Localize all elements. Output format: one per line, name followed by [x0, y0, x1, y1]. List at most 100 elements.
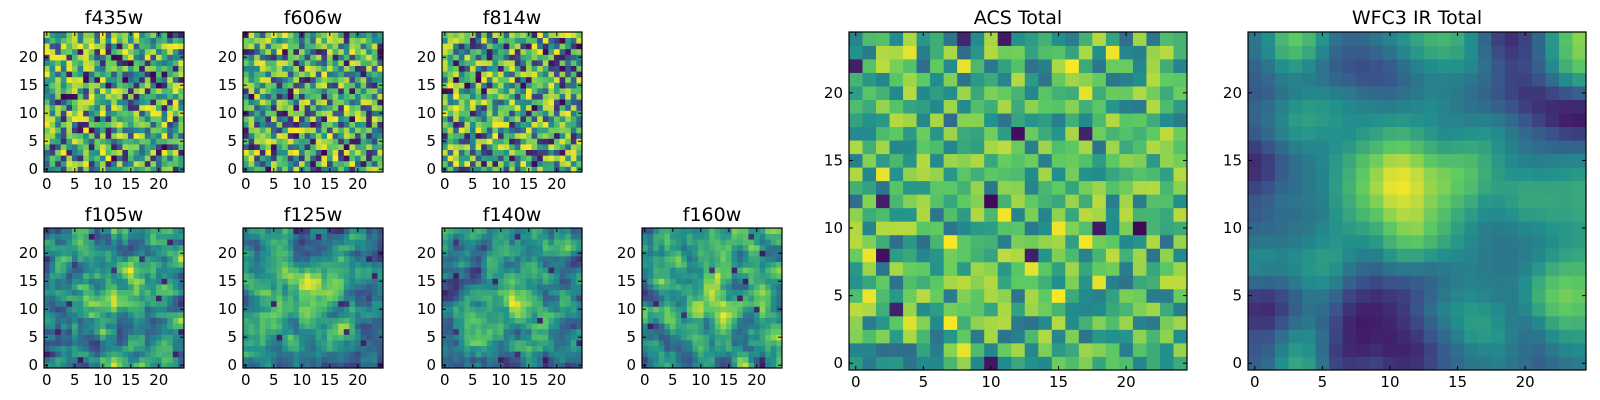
heatmap-cell	[509, 317, 516, 324]
heatmap-cell	[282, 88, 289, 94]
heatmap-cell	[526, 317, 532, 324]
heatmap-cell	[498, 356, 504, 363]
heatmap-cell	[122, 295, 129, 302]
heatmap-cell	[287, 250, 294, 257]
heatmap-cell	[83, 110, 90, 117]
heatmap-cell	[658, 300, 665, 307]
heatmap-cell	[486, 334, 493, 341]
heatmap-cell	[737, 334, 744, 341]
heatmap-cell	[315, 71, 322, 78]
heatmap-cell	[531, 233, 538, 240]
heatmap-cell	[360, 149, 367, 156]
heatmap-cell	[128, 356, 134, 363]
heatmap-cell	[709, 250, 716, 257]
heatmap-cell	[366, 54, 373, 61]
heatmap-cell	[486, 233, 493, 240]
heatmap-cell	[88, 256, 95, 262]
heatmap-cell	[360, 256, 367, 262]
heatmap-cell	[675, 351, 682, 358]
heatmap-cell	[1173, 194, 1188, 209]
heatmap-cell	[259, 228, 266, 234]
heatmap-cell	[343, 48, 350, 55]
heatmap-cell	[377, 160, 384, 167]
heatmap-cell	[355, 82, 361, 89]
heatmap-cell	[105, 104, 112, 111]
heatmap-cell	[1038, 261, 1053, 276]
heatmap-cell	[77, 88, 84, 94]
heatmap-cell	[360, 328, 367, 335]
heatmap-cell	[576, 76, 583, 83]
heatmap-cell	[509, 127, 516, 134]
heatmap-cell	[1159, 248, 1174, 263]
heatmap-cell	[742, 323, 749, 330]
heatmap-cell	[1105, 194, 1120, 209]
heatmap-cell	[72, 99, 78, 106]
heatmap-cell	[686, 295, 693, 302]
heatmap-cell	[77, 138, 84, 145]
heatmap-cell	[453, 334, 460, 341]
heatmap-cell	[88, 239, 95, 246]
heatmap-cell	[748, 233, 755, 240]
heatmap-cell	[321, 250, 328, 257]
heatmap-cell	[111, 160, 118, 167]
heatmap-cell	[332, 345, 339, 352]
heatmap-cell	[1132, 248, 1147, 263]
heatmap-cell	[726, 340, 732, 346]
heatmap-cell	[144, 43, 151, 50]
heatmap-cell	[458, 256, 465, 262]
heatmap-cell	[658, 340, 665, 346]
heatmap-cell	[88, 93, 95, 100]
heatmap-cell	[66, 88, 73, 94]
heatmap-cell	[642, 312, 648, 318]
heatmap-cell	[349, 323, 356, 330]
heatmap-cell	[726, 351, 732, 358]
heatmap-cell	[475, 48, 482, 55]
x-tick-label: 0	[241, 371, 251, 389]
heatmap-cell	[442, 132, 448, 139]
heatmap-cell	[698, 278, 704, 285]
heatmap-cell	[243, 127, 249, 134]
heatmap-cell	[542, 284, 549, 290]
heatmap-cell	[754, 272, 760, 279]
heatmap-cell	[276, 289, 283, 296]
heatmap-cell	[889, 302, 904, 317]
heatmap-cell	[520, 295, 527, 302]
heatmap-cell	[698, 267, 704, 274]
heatmap-cell	[554, 328, 560, 335]
heatmap-cell	[548, 54, 555, 61]
heatmap-cell	[759, 323, 766, 330]
heatmap-cell	[554, 351, 560, 358]
heatmap-cell	[481, 312, 488, 318]
heatmap-cell	[531, 60, 538, 66]
heatmap-cell	[514, 138, 521, 145]
heatmap-cell	[139, 233, 146, 240]
heatmap-cell	[737, 256, 744, 262]
heatmap-cell	[675, 328, 682, 335]
heatmap-cell	[464, 323, 471, 330]
heatmap-cell	[178, 272, 185, 279]
heatmap-cell	[447, 116, 454, 122]
heatmap-cell	[265, 334, 272, 341]
heatmap-cell	[327, 37, 333, 44]
heatmap-cell	[453, 104, 460, 111]
heatmap-cell	[265, 116, 272, 122]
heatmap-cell	[83, 312, 90, 318]
heatmap-cell	[377, 76, 384, 83]
heatmap-cell	[509, 233, 516, 240]
heatmap-cell	[377, 228, 384, 234]
heatmap-cell	[492, 278, 499, 285]
x-tick-label: 5	[269, 371, 279, 389]
heatmap-cell	[371, 76, 378, 83]
heatmap-cell	[714, 345, 721, 352]
heatmap-cell	[259, 272, 266, 279]
heatmap-cell	[754, 233, 760, 240]
heatmap-cell	[686, 228, 693, 234]
heatmap-cell	[161, 88, 168, 94]
heatmap-cell	[178, 160, 185, 167]
heatmap-cell	[55, 340, 62, 346]
heatmap-cell	[105, 88, 112, 94]
heatmap-cell	[77, 54, 84, 61]
heatmap-cell	[94, 267, 101, 274]
heatmap-cell	[1038, 248, 1053, 263]
heatmap-cell	[310, 132, 317, 139]
